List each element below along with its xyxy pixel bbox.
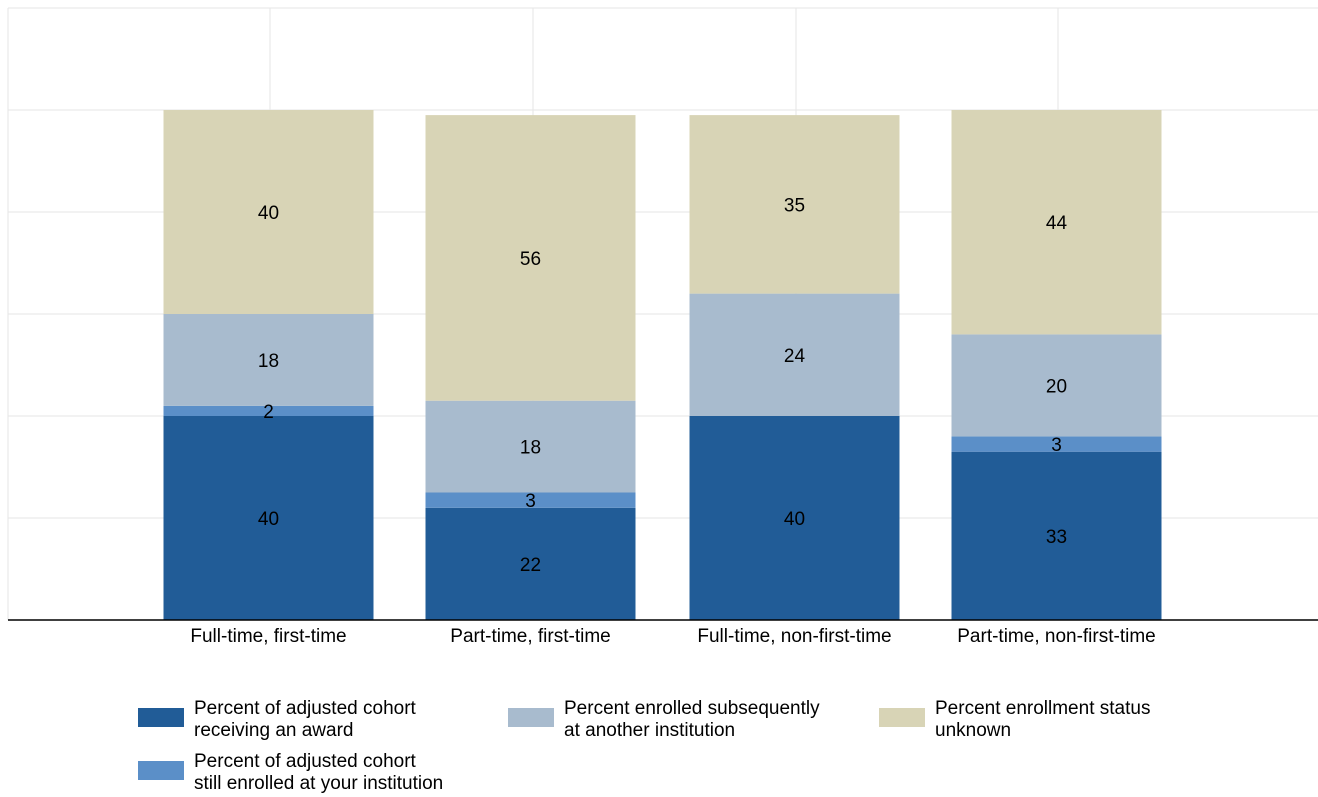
data-label: 40 [258,203,279,224]
data-label: 44 [1046,213,1068,234]
data-label: 22 [520,555,541,576]
bar-segment [689,293,900,416]
data-label: 3 [1051,435,1062,456]
bar-segment [689,416,900,620]
data-label: 18 [520,438,541,459]
data-label: 24 [784,346,806,367]
bar-segment [951,110,1162,335]
bar-segment [163,416,374,620]
bar-segment [689,115,900,294]
data-label: 56 [520,249,541,270]
bar-segment [425,492,636,508]
data-label: 40 [258,509,279,530]
data-label: 35 [784,195,805,216]
bar-segment [951,436,1162,452]
data-label: 20 [1046,376,1067,397]
bar-segment [951,334,1162,437]
bar-series [163,110,1162,620]
bar-segment [163,314,374,406]
bar-segment [425,115,636,401]
data-label: 2 [263,402,274,423]
bar-segment [163,405,374,416]
bar-segment [163,110,374,314]
data-label: 33 [1046,527,1067,548]
data-label: 18 [258,351,279,372]
bar-segment [425,400,636,493]
bar-segment [425,507,636,620]
data-label: 40 [784,509,805,530]
data-label: 3 [525,491,536,512]
category-label: Part-time, first-time [450,626,610,647]
category-label: Part-time, non-first-time [957,626,1155,647]
bar-segment [951,451,1162,620]
category-label: Full-time, first-time [190,626,346,647]
category-labels: Full-time, first-time Part-time, first-ti… [190,626,1155,647]
category-label: Full-time, non-first-time [697,626,891,647]
